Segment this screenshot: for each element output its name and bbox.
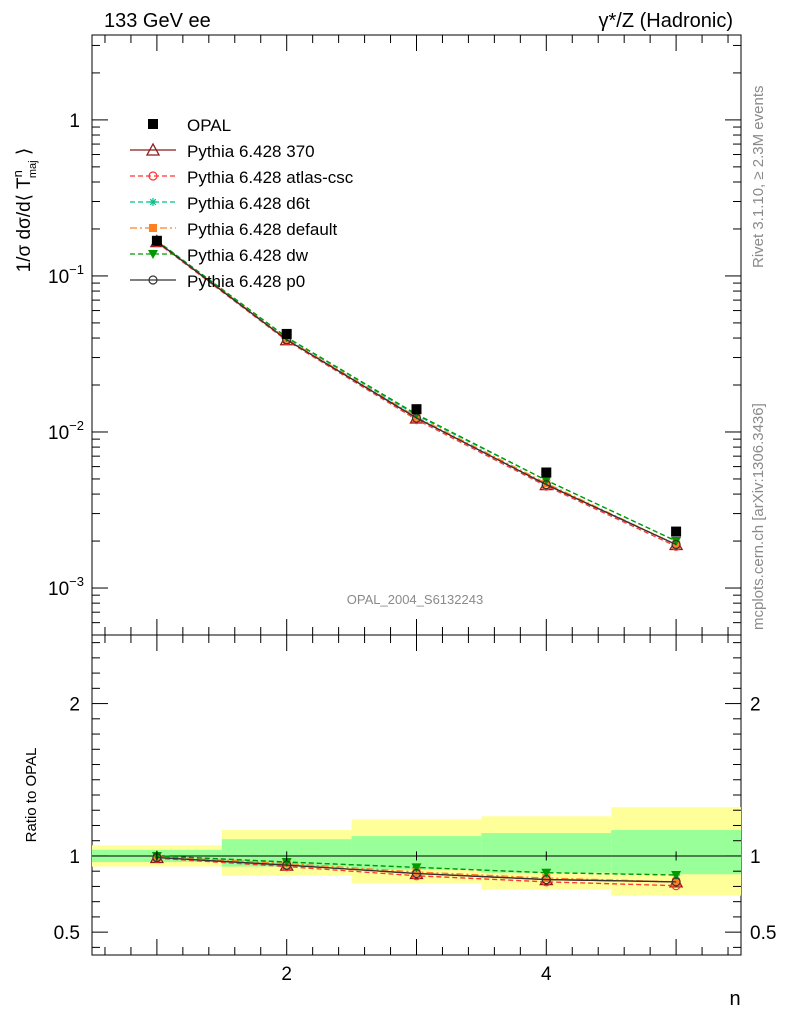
rivet-label: Rivet 3.1.10, ≥ 2.3M events (750, 86, 767, 269)
legend-marker (148, 250, 158, 259)
ratio-y-tick-label-right: 1 (750, 847, 761, 868)
header-left: 133 GeV ee (104, 10, 211, 32)
ratio-series-marker (671, 871, 682, 880)
ratio-series-marker (541, 874, 551, 885)
ratio-series-line (156, 856, 677, 883)
header-right: γ*/Z (Hadronic) (599, 10, 733, 32)
main-ylabel: 1/σ dσ/d⟨ Tn maj ⟩ (10, 148, 39, 273)
data-point (411, 404, 422, 415)
ratio-y-tick-label-left: 0.5 (54, 923, 80, 944)
legend-label-opal: OPAL (187, 116, 231, 135)
main-panel: 1 10−1 10−2 10−3 (48, 35, 741, 636)
main-series-marker (671, 537, 682, 547)
ratio-series-marker (282, 860, 292, 870)
main-series-marker (671, 539, 681, 550)
ratio-series-marker (671, 877, 681, 887)
data-point (671, 526, 682, 537)
legend-label: Pythia 6.428 dw (187, 246, 309, 265)
legend-label: Pythia 6.428 default (187, 220, 338, 239)
legend-label: Pythia 6.428 p0 (187, 272, 305, 291)
x-tick-label: 4 (541, 964, 552, 985)
legend-marker (148, 275, 158, 285)
ratio-series-marker (411, 863, 422, 873)
ratio-ylabel: Ratio to OPAL (23, 748, 40, 843)
legend-marker-opal (148, 119, 158, 129)
x-tick-label: 2 (281, 964, 292, 985)
main-series-marker (541, 480, 551, 490)
ratio-y-tick-label-left: 1 (69, 847, 80, 868)
analysis-id: OPAL_2004_S6132243 (347, 592, 483, 607)
legend-label: Pythia 6.428 atlas-csc (187, 168, 354, 187)
data-point (541, 467, 552, 478)
ratio-series-marker (281, 858, 292, 868)
x-axis-label: n (729, 988, 740, 1010)
legend-marker (145, 142, 161, 156)
ratio-panel: 0.5 0.5 1 1 2 2 2 4 (54, 635, 776, 985)
legend-marker (149, 224, 157, 232)
legend-label: Pythia 6.428 370 (187, 142, 315, 161)
ratio-y-tick-label-right: 0.5 (750, 923, 776, 944)
y-tick-label: 1 (69, 111, 80, 132)
y-tick-label: 10−1 (48, 262, 84, 288)
legend-marker (148, 171, 158, 181)
data-point (281, 328, 292, 339)
y-tick-label: 10−3 (48, 574, 84, 600)
ratio-y-tick-label-right: 2 (750, 695, 761, 716)
legend-label: Pythia 6.428 d6t (187, 194, 310, 213)
y-tick-label: 10−2 (48, 418, 84, 444)
ratio-series-marker (411, 868, 422, 879)
ratio-series-marker (542, 874, 551, 883)
legend-marker (149, 198, 157, 206)
ratio-series-marker (541, 868, 552, 878)
ratio-frame (91, 634, 742, 956)
mcplots-label: mcplots.cern.ch [arXiv:1306.3436] (750, 403, 767, 630)
ratio-y-tick-label-left: 2 (69, 695, 80, 716)
data-point (151, 235, 162, 246)
legend: OPAL Pythia 6.428 370 Pythia 6.428 atlas-c… (130, 116, 354, 291)
main-series-line (156, 241, 677, 546)
